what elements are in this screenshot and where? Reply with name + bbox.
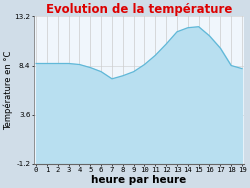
Y-axis label: Température en °C: Température en °C [4,50,13,130]
X-axis label: heure par heure: heure par heure [92,174,187,185]
Title: Evolution de la température: Evolution de la température [46,3,232,17]
